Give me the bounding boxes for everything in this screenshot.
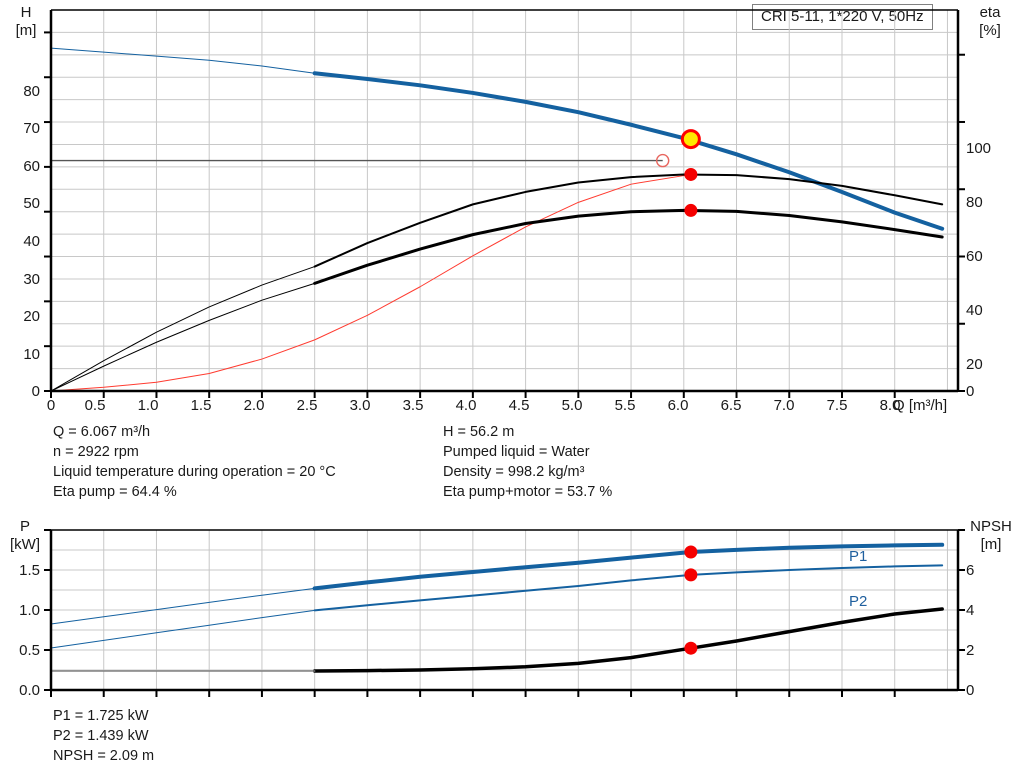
top-x-tick-5-0: 5.0 — [561, 397, 583, 414]
power-info-1: P2 = 1.439 kW — [53, 728, 149, 744]
duty-info-left-1: n = 2922 rpm — [53, 444, 139, 460]
series-line — [312, 71, 945, 231]
top-y2-tick-60: 60 — [966, 248, 983, 265]
series-line — [313, 564, 944, 612]
bottom-chart-plot — [44, 529, 965, 697]
top-y-tick-80: 80 — [23, 83, 40, 100]
top-y-tick-10: 10 — [23, 346, 40, 363]
plot-area — [44, 9, 965, 398]
bottom-y2-tick-6: 6 — [966, 562, 975, 579]
head-efficiency-chart: H [m] eta [%] Q [m³/h] 0 10 20 30 40 50 … — [15, 4, 1001, 414]
series-line — [313, 173, 944, 268]
power-npsh-chart: P [kW] NPSH [m] 0.0 0.5 1.0 1.5 0 2 4 6 … — [0, 510, 1024, 700]
power-info-0: P1 = 1.725 kW — [53, 708, 149, 724]
duty-point-marker[interactable] — [680, 129, 701, 150]
duty-info-right-1: Pumped liquid = Water — [443, 444, 590, 460]
series-line — [312, 542, 945, 591]
top-x-tick-1-5: 1.5 — [190, 397, 212, 414]
top-x-tick-8-0: 8.0 — [879, 397, 901, 414]
top-y-tick-50: 50 — [23, 195, 40, 212]
series-line — [50, 266, 316, 392]
plot-area — [44, 529, 965, 697]
duty-info-right-0: H = 56.2 m — [443, 424, 515, 440]
curve-duty-marker[interactable] — [684, 568, 698, 582]
series-line — [50, 587, 316, 625]
top-x-tick-1-0: 1.0 — [137, 397, 159, 414]
series-line — [50, 609, 316, 649]
duty-info-left-2: Liquid temperature during operation = 20… — [53, 464, 336, 480]
top-y2-tick-20: 20 — [966, 356, 983, 373]
bottom-y-tick-0-0: 0.0 — [19, 682, 40, 699]
bottom-y-tick-0-5: 0.5 — [19, 642, 40, 659]
top-x-tick-2-0: 2.0 — [243, 397, 265, 414]
top-x-tick-7-0: 7.0 — [773, 397, 795, 414]
curve-duty-marker[interactable] — [684, 545, 698, 559]
top-x-tick-3-5: 3.5 — [402, 397, 424, 414]
series-line — [50, 47, 316, 74]
power-info-2: NPSH = 2.09 m — [53, 748, 155, 764]
bottom-y2-tick-0: 0 — [966, 682, 975, 699]
duty-info-left-3: Eta pump = 64.4 % — [53, 484, 177, 500]
top-x-tick-0: 0 — [46, 397, 56, 414]
top-chart-x-axis-title: Q [m³/h] — [893, 397, 948, 414]
bottom-y-tick-1-0: 1.0 — [19, 602, 40, 619]
bottom-chart-y2-axis-title: NPSH [m] — [970, 518, 1012, 553]
eta-duty-marker[interactable] — [655, 153, 670, 168]
top-x-tick-0-5: 0.5 — [84, 397, 106, 414]
bottom-y-tick-1-5: 1.5 — [19, 562, 40, 579]
top-y-tick-60: 60 — [23, 158, 40, 175]
top-chart-y-axis-title: H [m] — [15, 4, 37, 39]
bottom-y2-tick-4: 4 — [966, 602, 975, 619]
duty-info-right-3: Eta pump+motor = 53.7 % — [443, 484, 613, 500]
power-info: P1 = 1.725 kW P2 = 1.439 kW NPSH = 2.09 … — [0, 702, 1024, 772]
curve-duty-marker[interactable] — [684, 203, 698, 217]
curve-duty-marker[interactable] — [684, 167, 698, 181]
series-line — [312, 607, 944, 673]
duty-info-left-0: Q = 6.067 m³/h — [53, 424, 151, 440]
series-line — [313, 208, 944, 285]
bottom-y2-tick-2: 2 — [966, 642, 975, 659]
top-y2-tick-40: 40 — [966, 302, 983, 319]
curve-label-p2: P2 — [849, 593, 868, 610]
top-y-tick-70: 70 — [23, 120, 40, 137]
top-x-tick-6-5: 6.5 — [720, 397, 742, 414]
top-x-tick-2-5: 2.5 — [296, 397, 318, 414]
bottom-chart-y-axis-title: P [kW] — [10, 518, 40, 553]
top-x-tick-5-5: 5.5 — [614, 397, 636, 414]
top-y-tick-30: 30 — [23, 271, 40, 288]
top-chart-y2-axis-title: eta [%] — [979, 4, 1001, 39]
series-line — [50, 173, 692, 392]
curve-label-p1: P1 — [849, 548, 868, 565]
duty-point-info: Q = 6.067 m³/h n = 2922 rpm Liquid tempe… — [0, 418, 1024, 510]
series-line — [50, 282, 316, 392]
top-y2-tick-80: 80 — [966, 194, 983, 211]
top-y-tick-20: 20 — [23, 308, 40, 325]
top-x-tick-3-0: 3.0 — [349, 397, 371, 414]
top-chart-plot — [44, 9, 965, 398]
top-y-tick-0: 0 — [31, 383, 40, 400]
top-x-tick-6-0: 6.0 — [667, 397, 689, 414]
top-y2-tick-0: 0 — [966, 383, 975, 400]
top-y-tick-40: 40 — [23, 233, 40, 250]
top-x-tick-4-5: 4.5 — [508, 397, 530, 414]
duty-info-right-2: Density = 998.2 kg/m³ — [443, 464, 585, 480]
top-x-tick-7-5: 7.5 — [826, 397, 848, 414]
curve-duty-marker[interactable] — [684, 641, 698, 655]
top-x-tick-4-0: 4.0 — [455, 397, 477, 414]
top-y2-tick-100: 100 — [966, 140, 992, 157]
